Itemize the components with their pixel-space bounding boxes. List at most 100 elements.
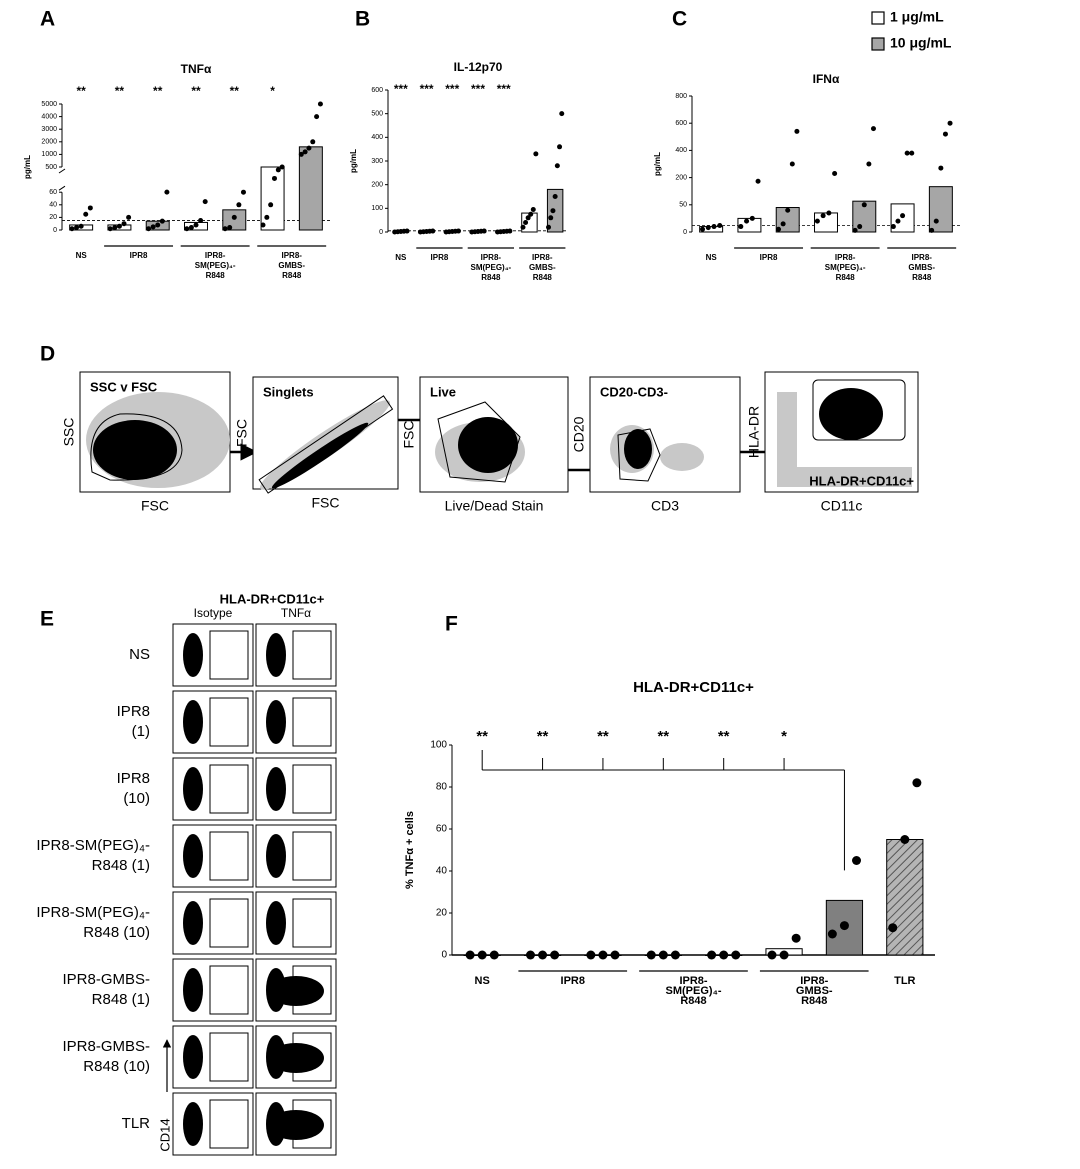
data-point (83, 211, 89, 217)
significance: ** (230, 84, 240, 98)
bar (852, 200, 877, 233)
data-point (404, 228, 410, 234)
bar (814, 212, 838, 233)
data-point (826, 210, 832, 216)
gate (617, 428, 661, 482)
y-tick-label: 3000 (41, 126, 57, 133)
data-point (159, 218, 165, 224)
significance: ** (153, 84, 163, 98)
y-axis-label: CD20 (571, 416, 587, 452)
data-point (477, 950, 487, 960)
bar (886, 839, 924, 956)
row-label: IPR8 (117, 703, 150, 720)
data-point (188, 224, 194, 230)
group-label: NS (706, 253, 718, 262)
gate (292, 1099, 332, 1149)
y-tick-label: 20 (49, 214, 57, 221)
bar (737, 217, 762, 233)
data-point (933, 218, 939, 224)
data-point (520, 224, 526, 230)
data-point (670, 950, 680, 960)
data-point (481, 228, 487, 234)
cloud (268, 976, 324, 1006)
cloud (183, 700, 203, 744)
cloud (266, 700, 286, 744)
data-point (260, 222, 266, 228)
gate (209, 1099, 249, 1149)
cloud (268, 1043, 324, 1073)
gate (209, 898, 249, 948)
data-point (744, 218, 750, 224)
chart-title: TNFα (181, 62, 212, 76)
group-label: IPR8- (481, 253, 502, 262)
y-axis-label: HLA-DR (746, 406, 762, 458)
y-tick-label: 300 (371, 158, 383, 165)
data-point (548, 215, 554, 221)
y-tick-label: 2000 (41, 139, 57, 146)
data-point (546, 224, 552, 230)
group-label: IPR8 (130, 251, 148, 260)
data-point (791, 933, 801, 943)
group-label: IPR8- (679, 975, 707, 987)
bar (260, 166, 285, 231)
row-label: IPR8-SM(PEG)₄- (36, 904, 150, 921)
gate (292, 898, 332, 948)
data-point (271, 175, 277, 181)
cloud (660, 443, 704, 471)
data-point (895, 218, 901, 224)
y-axis-label: pg/mL (349, 149, 358, 173)
legend-swatch (871, 11, 885, 25)
significance: ** (657, 728, 669, 745)
group-label: SM(PEG)₄- (195, 261, 236, 270)
data-point (717, 222, 723, 228)
chart-title: HLA-DR+CD11c+ (633, 679, 754, 696)
data-point (749, 215, 755, 221)
x-axis-label: FSC (141, 498, 169, 514)
axis-break (58, 168, 66, 174)
y-tick-label: 4000 (41, 113, 57, 120)
bar (298, 146, 323, 231)
data-point (227, 224, 233, 230)
gate (292, 831, 332, 881)
data-point (550, 208, 556, 214)
row-label: IPR8-GMBS- (62, 1038, 150, 1055)
group-label: SM(PEG)₄- (471, 263, 512, 272)
data-point (87, 205, 93, 211)
group-label: IPR8- (911, 253, 932, 262)
data-point (820, 213, 826, 219)
y-tick-label: 800 (675, 93, 687, 100)
panel-letter: E (40, 608, 54, 631)
data-point (507, 228, 513, 234)
data-point (780, 221, 786, 227)
bar (222, 209, 247, 231)
data-point (832, 171, 838, 177)
y-axis-label: pg/mL (23, 155, 32, 179)
panel-letter: F (445, 613, 458, 636)
data-point (705, 225, 711, 231)
y-tick-label: 600 (371, 87, 383, 94)
significance: ** (76, 84, 86, 98)
y-tick-label: 0 (683, 229, 687, 236)
y-tick-label: 60 (49, 189, 57, 196)
axis-break (58, 185, 66, 191)
cloud (93, 420, 177, 480)
panel-letter: A (40, 8, 55, 31)
gate (292, 764, 332, 814)
row-label: NS (129, 646, 150, 663)
group-label: IPR8 (431, 253, 449, 262)
data-point (767, 950, 777, 960)
data-point (314, 114, 320, 120)
data-point (731, 950, 741, 960)
y-axis-label: pg/mL (653, 152, 662, 176)
data-point (302, 149, 308, 155)
data-point (888, 923, 898, 933)
y-tick-label: 100 (371, 205, 383, 212)
row-label: IPR8-GMBS- (62, 971, 150, 988)
data-point (839, 921, 849, 931)
data-point (78, 223, 84, 229)
y-tick-label: 20 (436, 908, 448, 919)
y-tick-label: 500 (45, 164, 57, 171)
data-point (310, 139, 316, 145)
panel-letter: C (672, 8, 687, 31)
data-point (430, 228, 436, 234)
